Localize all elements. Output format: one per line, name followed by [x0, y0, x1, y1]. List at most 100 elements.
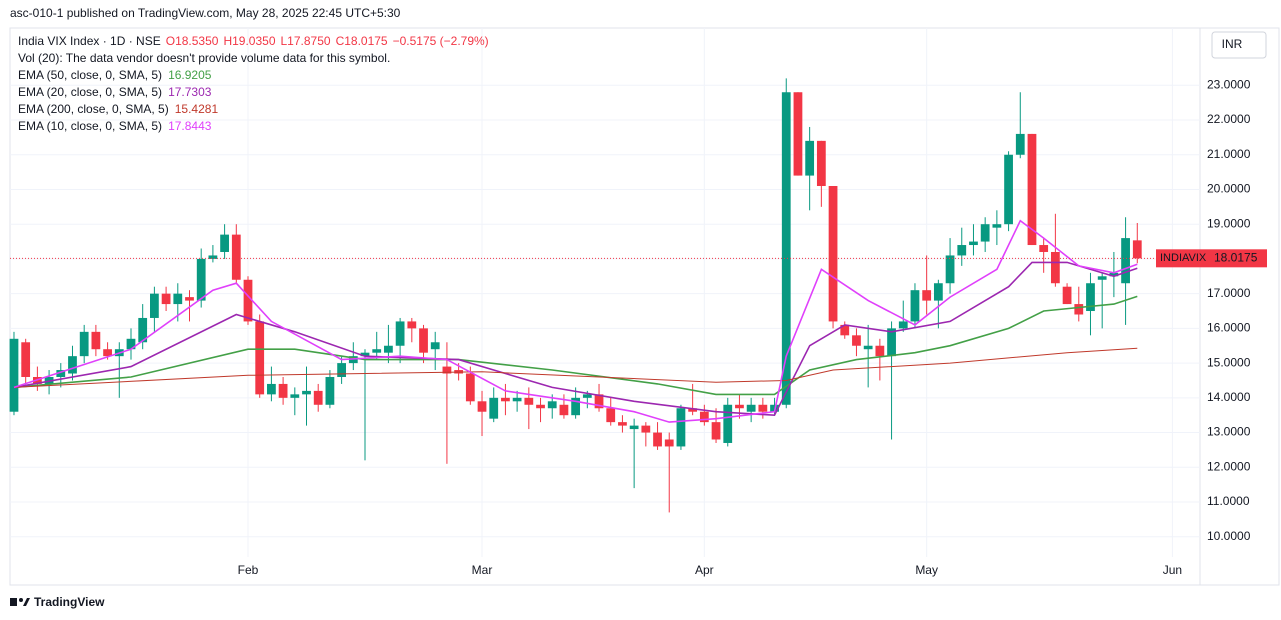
candle-body [68, 356, 77, 374]
candle-body [910, 290, 920, 322]
candle-body [641, 425, 651, 433]
candle-body [442, 366, 452, 374]
candle-body [419, 328, 428, 353]
ema-line [13, 347, 1138, 388]
legend-value: 16.9205 [168, 68, 212, 82]
candle-body [208, 255, 218, 259]
ema-line [13, 295, 1138, 396]
y-tick-label: 14.0000 [1207, 390, 1251, 404]
candle-body [945, 255, 955, 284]
x-tick-label: May [915, 563, 938, 577]
candle-body [618, 422, 627, 426]
candle-body [969, 241, 978, 246]
candle-body [278, 383, 288, 398]
candle-body [758, 404, 768, 412]
candle-body [816, 140, 826, 187]
header: asc-010-1 published on TradingView.com, … [10, 6, 401, 20]
candle-body [1015, 133, 1025, 155]
y-tick-label: 11.0000 [1207, 494, 1250, 508]
legend-ohlc: H19.0350 [223, 34, 275, 48]
candle-body [103, 349, 112, 357]
x-tick-label: Apr [695, 563, 714, 577]
candle-body [196, 258, 206, 301]
candle-body [887, 328, 896, 357]
candle-body [9, 338, 19, 412]
legend-name: EMA (10, close, 0, SMA, 5) [18, 119, 162, 133]
candle-body [852, 335, 861, 346]
candle-body [79, 331, 89, 357]
legend-entry: EMA (20, close, 0, SMA, 5) 17.7303 [18, 85, 212, 99]
legend-volume: Vol (20): The data vendor doesn't provid… [18, 51, 390, 65]
footer-logo [10, 598, 30, 606]
candle-body [594, 394, 604, 409]
candle-body [173, 293, 183, 305]
y-tick-label: 22.0000 [1207, 112, 1251, 126]
candle-body [840, 324, 850, 336]
candle-body [126, 338, 136, 350]
y-tick-label: 12.0000 [1207, 459, 1251, 473]
price-tag-name: INDIAVIX [1160, 252, 1207, 264]
candle-body [723, 404, 733, 443]
candle-body [898, 321, 908, 329]
currency-box[interactable] [1211, 31, 1267, 59]
candle-body [676, 408, 686, 447]
candle-body [863, 345, 873, 350]
candle-body [805, 140, 815, 176]
candle-body [290, 394, 300, 398]
candle-body [384, 345, 393, 353]
candle-body [933, 283, 943, 301]
candle-body [372, 349, 382, 353]
ema-line [13, 219, 1138, 423]
legend-symbol-name: India VIX Index · 1D · NSE [18, 34, 161, 48]
candle-body [688, 408, 698, 412]
candle-body [337, 363, 346, 377]
candle-body [582, 394, 592, 398]
price-tag: 18.0175 [1214, 250, 1258, 264]
candle-body [231, 234, 241, 280]
candle-body [875, 345, 885, 357]
candle-body [1050, 251, 1060, 284]
candle-body [220, 234, 229, 252]
candle-body [1027, 133, 1037, 246]
candle-body [1039, 245, 1049, 252]
y-tick-label: 15.0000 [1207, 355, 1251, 369]
candle-body [302, 390, 311, 395]
candle-body [629, 425, 639, 430]
legend-ohlc: L17.8750 [281, 34, 331, 48]
candle-body [547, 401, 557, 409]
legend-ohlc: C18.0175 [336, 34, 388, 48]
price-tag-name-bg [1156, 249, 1209, 268]
currency: INR [1222, 37, 1243, 51]
footer: TradingView [34, 595, 105, 609]
plot-frame [9, 27, 1280, 586]
candle-body [980, 224, 990, 242]
legend-name: EMA (200, close, 0, SMA, 5) [18, 102, 169, 116]
y-tick-label: 19.0000 [1207, 216, 1251, 230]
legend-name: EMA (20, close, 0, SMA, 5) [18, 85, 162, 99]
legend-value: 15.4281 [175, 102, 219, 116]
legend-entry: EMA (200, close, 0, SMA, 5) 15.4281 [18, 102, 218, 116]
candle-body [992, 224, 1002, 228]
candle-body [664, 439, 674, 447]
candle-body [91, 331, 101, 350]
candle-body [524, 397, 534, 405]
x-tick-label: Feb [238, 563, 259, 577]
candle-body [793, 92, 803, 176]
candle-body [1109, 272, 1119, 277]
candle-body [536, 404, 545, 409]
candle-body [735, 404, 744, 409]
legend-value: 17.8443 [168, 119, 212, 133]
candle-body [21, 342, 31, 377]
candle-body [1074, 304, 1084, 315]
candle-body [430, 342, 440, 350]
candle-body [1086, 283, 1095, 312]
candle-body [512, 397, 522, 402]
candle-body [489, 397, 499, 419]
candle-body [957, 245, 967, 256]
candle-body [606, 408, 616, 423]
candle-body [243, 279, 253, 322]
candle-body [781, 92, 791, 405]
candle-body [407, 321, 417, 329]
